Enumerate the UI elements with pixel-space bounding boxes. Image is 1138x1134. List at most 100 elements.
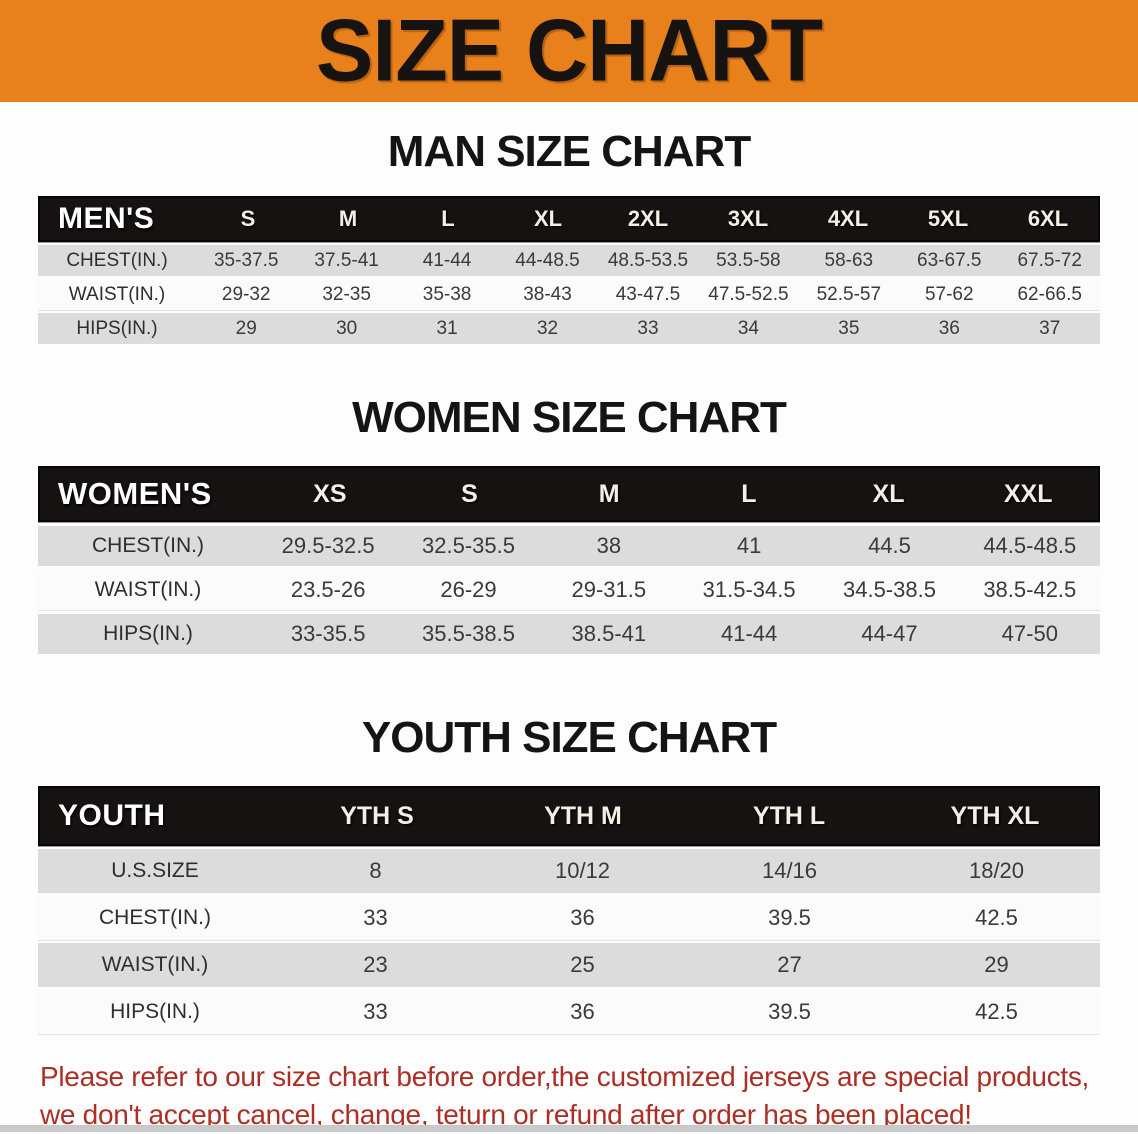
size-value-cell: 36 [570,999,595,1024]
size-value-cell: 33 [637,317,659,339]
size-column-header: S [240,206,256,231]
women-size-section: WOMEN SIZE CHART WOMEN'S XS S M L XL XXL CHEST… [0,396,1138,654]
size-value-cell: 53.5-58 [716,249,781,271]
size-column-header: 5XL [927,206,969,231]
measurement-row: HIPS(IN.) 29 30 31 32 33 34 35 36 37 [38,313,1100,344]
size-value-cell: 38.5-42.5 [983,577,1077,602]
men-table-body: CHEST(IN.) 35-37.5 37.5-41 41-44 44-48.5 48.5… [38,245,1100,344]
row-label: HIPS(IN.) [103,622,193,645]
measurement-row: CHEST(IN.) 29.5-32.5 32.5-35.5 38 41 44.5 44.5… [38,526,1100,566]
corner-label: WOMEN'S [58,476,212,511]
size-column-header: M [598,479,620,508]
women-size-table: WOMEN'S XS S M L XL XXL CHEST(IN.) 29.5-32.5 32.… [38,466,1100,654]
size-value-cell: 44-48.5 [515,249,580,271]
size-value-cell: 41-44 [721,621,778,646]
row-label: CHEST(IN.) [99,906,211,929]
youth-table-body: U.S.SIZE 8 10/12 14/16 18/20 CHEST(IN.) 33 36 39… [38,849,1100,1034]
size-value-cell: 47.5-52.5 [708,283,789,305]
youth-size-table: YOUTH YTH S YTH M YTH L YTH XL U.S.SIZE 8 10/1… [38,786,1100,1034]
size-value-cell: 32-35 [322,283,371,305]
size-value-cell: 39.5 [768,905,811,930]
size-value-cell: 41 [736,533,762,558]
size-value-cell: 35-38 [422,283,472,305]
size-value-cell: 42.5 [975,999,1018,1024]
size-value-cell: 62-66.5 [1017,283,1082,305]
size-value-cell: 33 [363,905,388,930]
size-column-header: YTH XL [950,801,1040,830]
size-chart-banner: SIZE CHART [0,0,1138,102]
size-value-cell: 36 [938,317,960,339]
size-value-cell: 10/12 [554,858,611,883]
corner-label: YOUTH [58,799,166,832]
measurement-row: WAIST(IN.) 23.5-26 26-29 29-31.5 31.5-34.5 34… [38,570,1100,610]
women-chart-heading: WOMEN SIZE CHART [352,393,787,442]
size-value-cell: 52.5-57 [816,283,882,305]
row-label: U.S.SIZE [111,859,199,882]
youth-table-header-row: YOUTH YTH S YTH M YTH L YTH XL [38,786,1100,846]
bottom-edge-strip [0,1125,1138,1132]
men-table-header-row: MEN'S S M L XL 2XL 3XL 4XL 5XL 6XL [38,196,1100,242]
size-value-cell: 29 [235,317,257,339]
measurement-row: WAIST(IN.) 23 25 27 29 [38,943,1100,987]
size-value-cell: 26-29 [440,577,497,602]
size-value-cell: 23 [363,952,388,977]
size-value-cell: 23.5-26 [290,577,366,602]
row-label: WAIST(IN.) [94,578,202,601]
measurement-row: CHEST(IN.) 35-37.5 37.5-41 41-44 44-48.5 48.5… [38,245,1100,276]
size-value-cell: 48.5-53.5 [607,249,689,271]
size-column-header: S [461,479,478,508]
size-column-header: YTH S [340,801,414,830]
size-value-cell: 35-37.5 [213,249,279,271]
size-value-cell: 32 [536,317,559,339]
size-value-cell: 32.5-35.5 [422,533,515,558]
size-value-cell: 44.5 [868,533,911,558]
men-chart-heading: MAN SIZE CHART [387,127,751,176]
order-disclaimer: Please refer to our size chart before or… [40,1058,1138,1134]
size-value-cell: 42.5 [975,905,1018,930]
size-value-cell: 35.5-38.5 [422,621,515,646]
size-value-cell: 33 [363,999,388,1024]
size-value-cell: 44-47 [861,621,918,646]
row-label: WAIST(IN.) [68,283,166,305]
size-value-cell: 33-35.5 [290,621,366,646]
disclaimer-line-1: Please refer to our size chart before or… [40,1061,1090,1092]
measurement-row: HIPS(IN.) 33 36 39.5 42.5 [38,990,1100,1034]
size-column-header: XL [872,479,905,508]
men-size-table: MEN'S S M L XL 2XL 3XL 4XL 5XL 6XL CHEST(IN.) 35-3… [38,196,1100,344]
size-value-cell: 29 [984,952,1009,977]
measurement-row: U.S.SIZE 8 10/12 14/16 18/20 [38,849,1100,893]
size-value-cell: 25 [570,952,595,977]
size-value-cell: 38 [596,533,622,558]
size-value-cell: 37.5-41 [314,249,379,271]
size-column-header: YTH M [544,801,622,830]
banner-title: SIZE CHART [316,2,823,100]
size-value-cell: 35 [838,317,860,339]
size-value-cell: 8 [369,858,382,883]
size-value-cell: 58-63 [824,249,874,271]
size-value-cell: 43-47.5 [615,283,681,305]
size-value-cell: 47-50 [1001,621,1058,646]
row-label: CHEST(IN.) [66,249,168,271]
size-value-cell: 38-43 [523,283,572,305]
measurement-row: WAIST(IN.) 29-32 32-35 35-38 38-43 43-47.5 47.… [38,279,1100,310]
measurement-row: HIPS(IN.) 33-35.5 35.5-38.5 38.5-41 41-44 44-… [38,614,1100,654]
men-size-section: MAN SIZE CHART MEN'S S M L XL 2XL 3XL 4XL 5XL 6XL… [0,130,1138,344]
size-value-cell: 29-31.5 [571,577,647,602]
size-column-header: L [441,206,455,231]
measurement-row: CHEST(IN.) 33 36 39.5 42.5 [38,896,1100,940]
size-value-cell: 39.5 [768,999,811,1024]
size-value-cell: 67.5-72 [1017,249,1082,271]
size-value-cell: 57-62 [924,283,974,305]
size-value-cell: 29.5-32.5 [281,533,375,558]
size-column-header: 3XL [727,206,769,231]
youth-chart-heading: YOUTH SIZE CHART [361,713,777,762]
size-value-cell: 34 [737,317,759,339]
size-value-cell: 18/20 [968,858,1025,883]
size-column-header: 4XL [827,206,869,231]
disclaimer-line-2: we don't accept cancel, change, teturn o… [40,1098,972,1130]
size-value-cell: 36 [570,905,595,930]
size-column-header: YTH L [752,801,826,830]
row-label: HIPS(IN.) [76,317,158,339]
size-value-cell: 27 [777,952,802,977]
size-column-header: L [741,479,757,508]
